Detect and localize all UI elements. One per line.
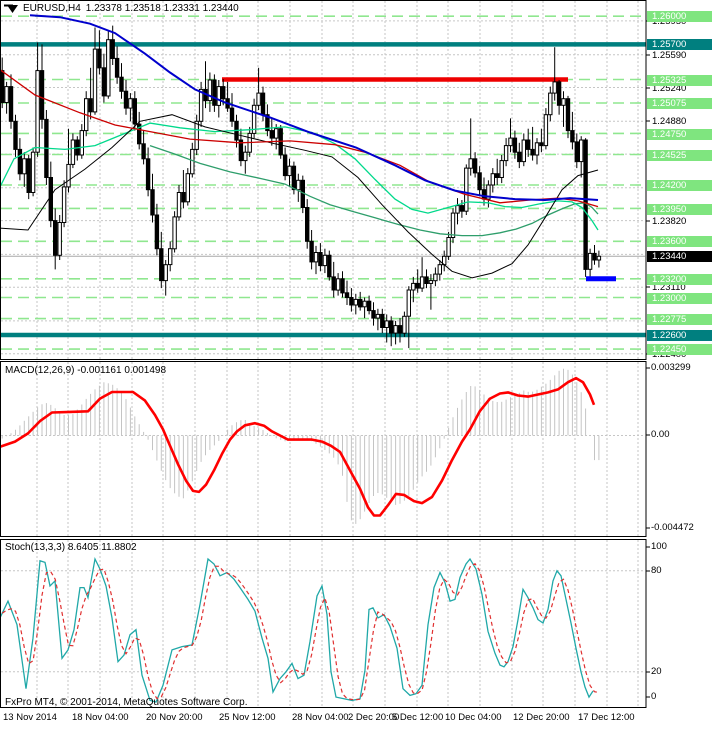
time-label: 12 Dec 20:00 [513, 712, 570, 723]
price-label-level: 1.26000 [647, 10, 712, 22]
ma-black-line [0, 114, 599, 279]
time-label: 20 Nov 20:00 [146, 712, 203, 723]
macd-indicator-label: MACD(12,26,9) -0.001161 0.001498 [5, 365, 166, 376]
horizontal-gridlines [1, 20, 645, 355]
stoch-indicator-label: Stoch(13,3,3) 8.6405 11.8802 [5, 542, 137, 553]
terminal-copyright: FxPro MT4, © 2001-2014, MetaQuotes Softw… [5, 697, 248, 708]
time-label: 18 Nov 04:00 [72, 712, 129, 723]
stoch-axis-label: 0 [651, 691, 657, 702]
time-label: 28 Nov 04:00 [292, 712, 349, 723]
ma-green-slow-line [149, 144, 599, 237]
stoch-k-line [0, 556, 594, 703]
price-label-level: 1.25075 [647, 97, 712, 109]
time-label: 5 Dec 12:00 [392, 712, 444, 723]
macd-name: MACD(12,26,9) [5, 365, 75, 376]
macd-axis-label: 0.003299 [651, 362, 691, 373]
stoch-axis-label: 100 [651, 541, 667, 552]
price-label-current: 1.23440 [647, 250, 712, 262]
price-label-level: 1.23950 [647, 203, 712, 215]
axis-ticks [646, 20, 650, 698]
price-label-level: 1.23000 [647, 292, 712, 304]
price-label-level: 1.22450 [647, 343, 712, 355]
macd-histogram [1, 368, 600, 524]
time-label: 13 Nov 2014 [3, 712, 57, 723]
macd-values: -0.001161 0.001498 [77, 365, 167, 376]
chart-title: EURUSD,H4 1.23378 1.23518 1.23331 1.2344… [4, 3, 239, 14]
time-label: 2 Dec 20:00 [348, 712, 400, 723]
symbol-marker-icon [4, 4, 18, 13]
time-label: 17 Dec 12:00 [578, 712, 635, 723]
stoch-values: 8.6405 11.8802 [67, 542, 137, 553]
stoch-name: Stoch(13,3,3) [5, 542, 66, 553]
price-label-level: 1.22775 [647, 313, 712, 325]
macd-panel[interactable] [0, 361, 647, 537]
time-label: 25 Nov 12:00 [219, 712, 276, 723]
ma-blue-line [29, 14, 599, 202]
symbol-period-label: EURUSD,H4 [23, 3, 81, 14]
price-label-level: 1.24200 [647, 179, 712, 191]
stoch-panel[interactable] [0, 539, 647, 708]
price-label-level: 1.25325 [647, 74, 712, 86]
price-label-level: 1.24525 [647, 149, 712, 161]
stoch-axis-label: 80 [651, 565, 662, 576]
price-label-level: 1.23600 [647, 235, 712, 247]
price-label-plain: 1.25590 [652, 49, 687, 61]
macd-axis-label: -0.004472 [651, 522, 694, 533]
price-label-key-level: 1.22600 [647, 329, 712, 341]
price-label-level: 1.24750 [647, 128, 712, 140]
macd-axis-label: 0.00 [651, 429, 670, 440]
candlesticks [0, 25, 602, 349]
price-label-plain: 1.25240 [652, 82, 687, 94]
time-label: 10 Dec 04:00 [445, 712, 502, 723]
ohlc-values-label: 1.23378 1.23518 1.23331 1.23440 [85, 3, 239, 14]
price-label-key-level: 1.25700 [647, 38, 712, 50]
macd-signal-line [0, 376, 596, 517]
price-label-level: 1.23200 [647, 273, 712, 285]
price-label-plain: 1.23820 [652, 215, 687, 227]
stoch-axis-label: 20 [651, 666, 662, 677]
price-label-plain: 1.24880 [652, 115, 687, 127]
price-label-plain: 1.23110 [652, 281, 686, 293]
ma-green-fast-line [0, 122, 599, 231]
stoch-d-line [1, 563, 600, 701]
main-chart-panel[interactable] [0, 0, 647, 360]
